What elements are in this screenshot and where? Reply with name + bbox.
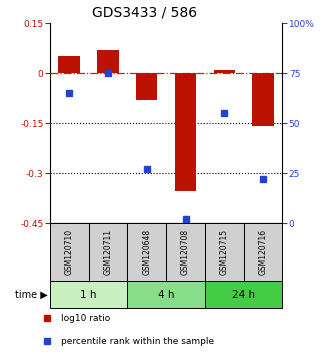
Text: GSM120711: GSM120711 bbox=[103, 229, 112, 275]
Bar bbox=[136, 73, 157, 100]
Text: GSM120716: GSM120716 bbox=[259, 229, 268, 275]
Bar bbox=[50, 223, 89, 281]
Text: 4 h: 4 h bbox=[158, 290, 174, 300]
Text: GDS3433 / 586: GDS3433 / 586 bbox=[92, 5, 197, 19]
Text: GSM120710: GSM120710 bbox=[65, 229, 74, 275]
Text: 24 h: 24 h bbox=[232, 290, 255, 300]
Text: GSM120648: GSM120648 bbox=[142, 229, 151, 275]
Bar bbox=[175, 73, 196, 192]
Bar bbox=[166, 223, 205, 281]
Bar bbox=[244, 223, 282, 281]
Text: time ▶: time ▶ bbox=[15, 290, 48, 300]
Text: 1 h: 1 h bbox=[80, 290, 97, 300]
Bar bbox=[127, 223, 166, 281]
Bar bbox=[252, 73, 274, 126]
Bar bbox=[97, 50, 118, 73]
Bar bbox=[50, 281, 127, 308]
Text: GSM120708: GSM120708 bbox=[181, 229, 190, 275]
Bar bbox=[205, 223, 244, 281]
Bar bbox=[214, 70, 235, 73]
Text: GSM120715: GSM120715 bbox=[220, 229, 229, 275]
Bar bbox=[58, 56, 80, 73]
Bar bbox=[205, 281, 282, 308]
Bar bbox=[127, 281, 205, 308]
Bar bbox=[89, 223, 127, 281]
Text: log10 ratio: log10 ratio bbox=[62, 314, 111, 322]
Text: percentile rank within the sample: percentile rank within the sample bbox=[62, 337, 215, 346]
